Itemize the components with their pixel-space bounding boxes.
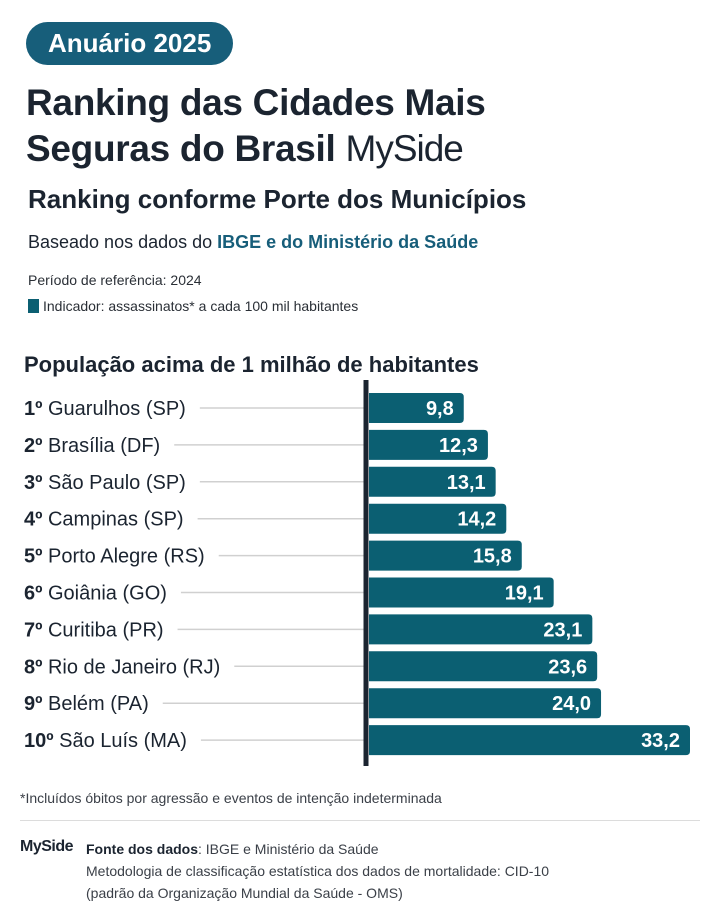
source-label: Fonte dos dados: [86, 841, 198, 857]
data-label: 14,2: [457, 509, 496, 531]
legend-swatch: [28, 299, 39, 313]
category-label: 3º São Paulo (SP): [24, 472, 186, 494]
subtitle: Ranking conforme Porte dos Municípios: [28, 184, 527, 214]
legend-label: Indicador: assassinatos* a cada 100 mil …: [43, 298, 359, 314]
bar: [369, 503, 507, 534]
category-label: 4º Campinas (SP): [24, 509, 184, 531]
method-line-1: Metodologia de classificação estatística…: [86, 863, 550, 879]
bar: [369, 466, 496, 497]
data-label: 15,8: [473, 546, 512, 568]
bar: [369, 688, 602, 719]
bar: [369, 577, 554, 608]
category-label: 9º Belém (PA): [24, 693, 149, 715]
method-line-2: (padrão da Organização Mundial da Saúde …: [86, 885, 403, 901]
bar-chart: 1º Guarulhos (SP) 9,8 2º Brasília (DF) 12,3…: [24, 380, 690, 766]
bar: [369, 393, 464, 423]
page-title: Ranking das Cidades Mais Seguras do Bras…: [26, 80, 486, 172]
bar: [369, 725, 690, 756]
data-label: 23,6: [548, 656, 587, 678]
category-label: 2º Brasília (DF): [24, 435, 160, 457]
reference-period: Período de referência: 2024: [28, 272, 202, 288]
data-label: 13,1: [447, 472, 486, 494]
footnote: *Incluídos óbitos por agressão e eventos…: [20, 790, 442, 806]
section-title: População acima de 1 milhão de habitante…: [24, 352, 479, 377]
myside-logo: MySide: [345, 128, 464, 169]
title-line-2: Seguras do Brasil: [26, 128, 336, 169]
category-label: 6º Goiânia (GO): [24, 583, 167, 605]
category-label: 10º São Luís (MA): [24, 730, 187, 752]
footer-logo: MySide: [20, 838, 74, 855]
category-label: 1º Guarulhos (SP): [24, 398, 186, 420]
category-label: 5º Porto Alegre (RS): [24, 546, 205, 568]
bar: [369, 429, 488, 460]
data-label: 12,3: [439, 435, 478, 457]
data-label: 33,2: [641, 730, 680, 752]
bar: [369, 614, 593, 645]
footer-source: Fonte dos dados: IBGE e Ministério da Sa…: [86, 838, 549, 904]
data-label: 19,1: [505, 583, 544, 605]
legend-indicator: Indicador: assassinatos* a cada 100 mil …: [28, 298, 358, 314]
data-label: 24,0: [552, 693, 591, 715]
title-line-1: Ranking das Cidades Mais: [26, 82, 486, 123]
data-label: 9,8: [426, 398, 454, 420]
data-basis: Baseado nos dados do IBGE e do Ministéri…: [28, 232, 478, 253]
year-badge: Anuário 2025: [26, 22, 234, 65]
data-label: 23,1: [543, 619, 582, 641]
basis-highlight: IBGE e do Ministério da Saúde: [217, 232, 479, 252]
category-label: 7º Curitiba (PR): [24, 619, 164, 641]
divider: [20, 820, 700, 821]
category-label: 8º Rio de Janeiro (RJ): [24, 656, 220, 678]
basis-prefix: Baseado nos dados do: [28, 232, 218, 252]
source-value: : IBGE e Ministério da Saúde: [198, 841, 379, 857]
bar: [369, 540, 522, 571]
bar: [369, 651, 598, 682]
